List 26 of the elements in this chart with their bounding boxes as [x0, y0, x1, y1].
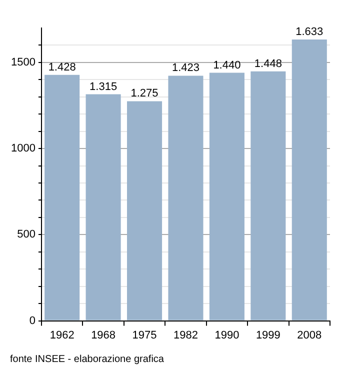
x-tick-label: 2008 [297, 329, 322, 342]
data-label: 1.448 [254, 58, 282, 70]
bar [44, 74, 80, 320]
x-tick-label: 1982 [173, 329, 198, 342]
data-label: 1.428 [48, 61, 76, 74]
data-label: 1.633 [296, 26, 324, 38]
data-label: 1.440 [213, 59, 241, 72]
bar [86, 94, 121, 320]
data-label: 1.423 [172, 62, 200, 74]
y-tick-label: 0 [29, 314, 36, 327]
data-label: 1.275 [130, 88, 158, 100]
bar [168, 76, 204, 320]
bar [127, 101, 162, 320]
bar [209, 72, 244, 320]
x-tick-label: 1962 [50, 329, 74, 342]
bar [292, 40, 327, 320]
x-tick-label: 1968 [91, 329, 116, 342]
x-tick-label: 1975 [132, 329, 157, 342]
source-note: fonte INSEE - elaborazione grafica [10, 354, 164, 365]
x-tick-label: 1990 [214, 329, 240, 342]
y-tick-label: 1000 [10, 142, 36, 155]
data-label: 1.315 [90, 80, 118, 93]
x-tick-label: 1999 [256, 329, 280, 342]
bar [250, 71, 286, 320]
y-tick-label: 1500 [10, 56, 36, 68]
y-tick-label: 500 [17, 228, 36, 241]
